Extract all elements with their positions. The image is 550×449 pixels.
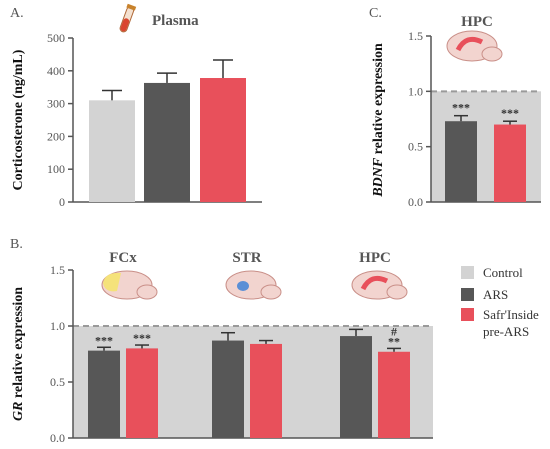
bar-safr-fcx: [126, 348, 158, 438]
bar-ars-fcx: [88, 350, 120, 438]
bar-ars-hpc: [340, 336, 372, 438]
bar-safr-inside-pre-ars: [200, 78, 246, 202]
significance-stars: ***: [95, 333, 113, 347]
y-axis-label: Corticosterone (ng/mL): [11, 49, 26, 190]
y-tick-label: 0.0: [50, 431, 65, 445]
y-tick-label: 100: [47, 162, 65, 176]
region-label-fcx: FCx: [109, 250, 137, 266]
panel-b-letter: B.: [10, 237, 23, 252]
brain-str-icon: [225, 270, 282, 300]
y-tick-label: 0.5: [50, 375, 65, 389]
y-tick-label: 400: [47, 64, 65, 78]
y-tick-label: 0: [59, 195, 65, 209]
y-axis-label-italic: BDNF: [371, 157, 386, 198]
legend-swatch-2: [461, 308, 474, 321]
legend-label: pre-ARS: [483, 324, 529, 339]
panel-c-region-label: HPC: [461, 14, 493, 30]
bar-ars-str: [212, 340, 244, 438]
y-axis-label-rest: relative expression: [11, 287, 26, 402]
y-tick-label: 1.0: [50, 319, 65, 333]
significance-stars: ***: [133, 331, 151, 345]
bar-safr: [494, 124, 526, 202]
legend-label: ARS: [483, 287, 508, 302]
bar-safr-hpc: [378, 351, 410, 438]
hash-annotation: #: [391, 324, 397, 338]
brain-hpc-icon: [446, 30, 503, 62]
bar-control: [89, 100, 135, 202]
y-tick-label: 0.5: [408, 140, 423, 154]
panel-c-letter: C.: [369, 6, 382, 21]
y-tick-label: 500: [47, 31, 65, 45]
y-tick-label: 200: [47, 129, 65, 143]
region-label-hpc: HPC: [359, 250, 391, 266]
legend-label: Safr'Inside: [483, 307, 539, 322]
y-tick-label: 0.0: [408, 195, 423, 209]
y-axis-label: GR relative expression: [11, 287, 26, 421]
y-tick-label: 300: [47, 97, 65, 111]
brain-fcx-icon: [101, 270, 158, 300]
test-tube-icon: [119, 3, 137, 33]
brain-hpc-icon: [351, 270, 408, 300]
y-tick-label: 1.5: [408, 29, 423, 43]
y-axis-label: BDNF relative expression: [371, 43, 386, 198]
bar-ars: [144, 82, 190, 202]
y-axis-label-italic: GR: [11, 402, 26, 421]
panel-a-region-label: Plasma: [152, 13, 199, 29]
region-label-str: STR: [232, 250, 261, 266]
legend-label: Control: [483, 265, 523, 280]
panel-a-letter: A.: [10, 6, 24, 21]
y-axis-label-rest: relative expression: [371, 43, 386, 158]
significance-stars: ***: [452, 101, 470, 115]
bar-safr-str: [250, 343, 282, 438]
significance-stars: ***: [501, 106, 519, 120]
significance-stars: **: [388, 334, 400, 348]
y-tick-label: 1.0: [408, 84, 423, 98]
y-tick-label: 1.5: [50, 263, 65, 277]
legend-swatch-0: [461, 266, 474, 279]
bar-ars: [445, 121, 477, 202]
legend-swatch-1: [461, 288, 474, 301]
